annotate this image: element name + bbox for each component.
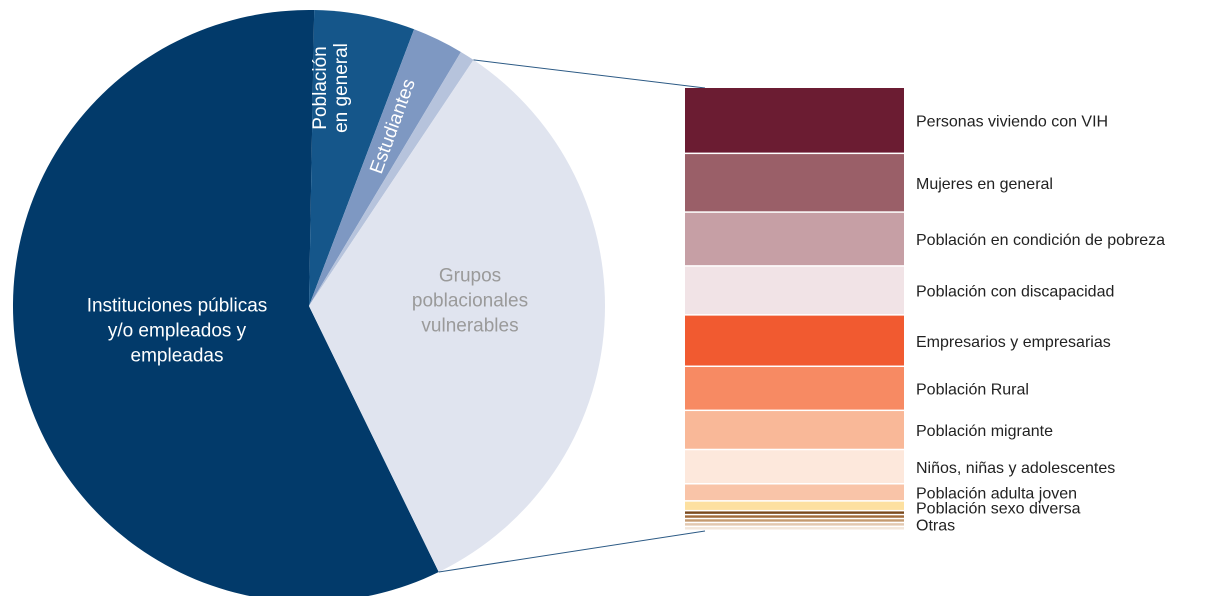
pie-slice-grupos-poblacionales-vulnerables	[309, 59, 606, 573]
bar-label-empresarios-y-empresarias: Empresarios y empresarias	[916, 334, 1111, 351]
bar-label-poblacion-sexo-diversa: Población sexo diversa	[916, 501, 1081, 518]
breakdown-stacked-bar	[685, 88, 904, 530]
bar-segment-segment-12	[685, 519, 904, 522]
bar-segment-empresarios-y-empresarias	[685, 315, 904, 366]
bar-label-ninos-ninas-y-adolescentes: Niños, niñas y adolescentes	[916, 460, 1115, 477]
pie-slice-poblacion-en-general	[309, 10, 415, 307]
bar-label-otras: Otras	[916, 518, 955, 535]
pie-slice-segment-3	[309, 51, 474, 307]
pie-label-grupos-poblacionales-vulnerables: Grupos poblacionales vulnerables	[412, 266, 528, 337]
connector-line-bottom	[438, 530, 706, 573]
bar-segment-poblacion-con-discapacidad	[685, 266, 904, 315]
connector-line-top	[473, 59, 706, 89]
pie-slice-instituciones-publicas-y-o-empleados-y-empleadas	[12, 10, 439, 596]
bar-segment-poblacion-sexo-diversa	[685, 501, 904, 510]
pie-slice-estudiantes	[309, 29, 461, 306]
bar-segment-poblacion-adulta-joven	[685, 484, 904, 501]
bar-label-poblacion-adulta-joven: Población adulta joven	[916, 486, 1077, 503]
pie-label-poblacion-en-general: Poblaciónen general	[310, 43, 352, 133]
bar-label-personas-viviendo-con-vih: Personas viviendo con VIH	[916, 114, 1108, 131]
bar-segment-segment-10	[685, 511, 904, 514]
bar-segment-mujeres-en-general	[685, 154, 904, 212]
connector-lines	[438, 59, 706, 573]
bar-label-poblacion-migrante: Población migrante	[916, 423, 1053, 440]
bar-segment-personas-viviendo-con-vih	[685, 88, 904, 153]
bar-label-poblacion-rural: Población Rural	[916, 382, 1029, 399]
bar-label-mujeres-en-general: Mujeres en general	[916, 176, 1053, 193]
bar-label-poblacion-en-condicion-de-pobreza: Población en condición de pobreza	[916, 232, 1165, 249]
bar-segment-segment-11	[685, 515, 904, 518]
bar-segment-poblacion-rural	[685, 367, 904, 410]
bar-segment-poblacion-en-condicion-de-pobreza	[685, 212, 904, 266]
bar-segment-ninos-ninas-y-adolescentes	[685, 450, 904, 483]
bar-label-poblacion-con-discapacidad: Población con discapacidad	[916, 284, 1114, 301]
breakdown-labels: Personas viviendo con VIH Mujeres en gene…	[916, 114, 1165, 535]
pie: Instituciones públicas y/o empleados y emp…	[12, 10, 606, 596]
bar-segment-poblacion-migrante	[685, 411, 904, 449]
bar-segment-otras	[685, 523, 904, 526]
pie-label-instituciones-publicas-y-o-empleados-y-empleadas: Instituciones públicas y/o empleados y emp…	[87, 296, 268, 367]
bar-segment-segment-14	[685, 527, 904, 530]
